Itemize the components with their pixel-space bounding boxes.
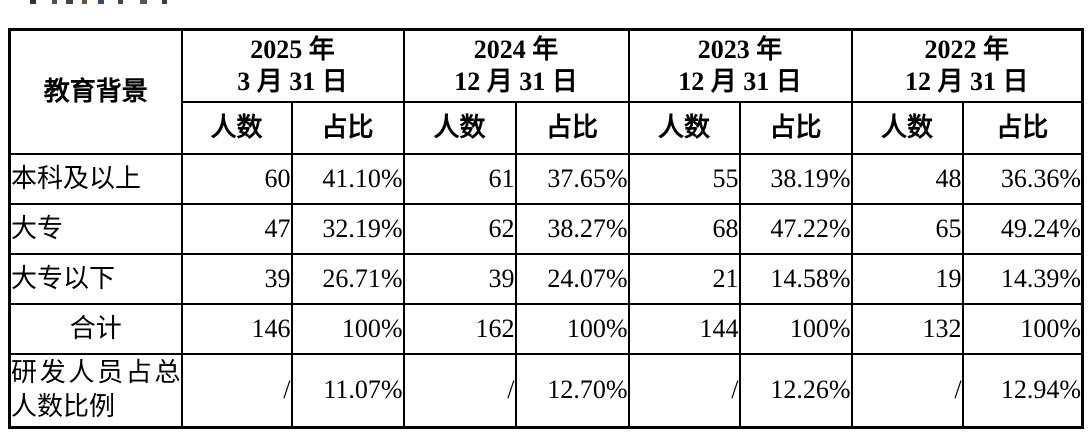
subheader-count: 人数 xyxy=(180,101,293,155)
clipped-text-fragment xyxy=(52,0,57,4)
period-year: 2024 年 xyxy=(473,34,559,64)
cell-count: / xyxy=(402,353,517,428)
cell-count: 55 xyxy=(627,153,741,205)
row-label: 大专 xyxy=(8,203,183,255)
cell-ratio: 11.07% xyxy=(290,353,405,428)
cell-count: 62 xyxy=(402,203,517,255)
cell-count: 68 xyxy=(627,203,741,255)
subheader-ratio: 占比 xyxy=(738,101,853,155)
header-period-2023: 2023 年 12 月 31 日 xyxy=(627,28,853,103)
period-date: 12 月 31 日 xyxy=(678,67,802,96)
subheader-ratio: 占比 xyxy=(514,101,630,155)
cell-count: / xyxy=(627,353,741,428)
cell-count: 162 xyxy=(402,303,517,355)
cell-count: 61 xyxy=(402,153,517,205)
cell-count: 132 xyxy=(850,303,964,355)
cell-ratio: 32.19% xyxy=(290,203,405,255)
table-row-total: 合计 146 100% 162 100% 144 100% 132 100% xyxy=(8,303,1084,355)
header-period-2022: 2022 年 12 月 31 日 xyxy=(850,28,1084,103)
clipped-text-fragment xyxy=(66,0,73,4)
cell-ratio: 100% xyxy=(738,303,853,355)
subheader-count: 人数 xyxy=(850,101,964,155)
cell-count: 47 xyxy=(180,203,293,255)
cell-ratio: 12.70% xyxy=(514,353,630,428)
cell-ratio: 24.07% xyxy=(514,253,630,305)
cell-count: 48 xyxy=(850,153,964,205)
cell-ratio: 100% xyxy=(961,303,1084,355)
period-date: 3 月 31 日 xyxy=(237,67,348,96)
subheader-ratio: 占比 xyxy=(961,101,1084,155)
cell-ratio: 37.65% xyxy=(514,153,630,205)
clipped-text-fragment xyxy=(140,0,147,4)
cell-count: / xyxy=(850,353,964,428)
cell-count: 21 xyxy=(627,253,741,305)
clipped-text-fragment xyxy=(30,0,36,4)
row-label: 合计 xyxy=(8,303,183,355)
cell-count: 146 xyxy=(180,303,293,355)
cell-ratio: 14.58% xyxy=(738,253,853,305)
cell-ratio: 26.71% xyxy=(290,253,405,305)
cell-count: 39 xyxy=(402,253,517,305)
clipped-text-fragment xyxy=(118,0,123,4)
clipped-text-fragment xyxy=(82,0,87,4)
subheader-ratio: 占比 xyxy=(290,101,405,155)
table-row: 本科及以上 60 41.10% 61 37.65% 55 38.19% 48 3… xyxy=(8,153,1084,205)
cell-ratio: 12.94% xyxy=(961,353,1084,428)
row-label: 大专以下 xyxy=(8,253,183,305)
period-year: 2023 年 xyxy=(697,34,783,64)
cell-ratio: 36.36% xyxy=(961,153,1084,205)
header-education-background: 教育背景 xyxy=(8,28,183,155)
table-row: 大专 47 32.19% 62 38.27% 68 47.22% 65 49.2… xyxy=(8,203,1084,255)
cell-ratio: 100% xyxy=(514,303,630,355)
table-row: 大专以下 39 26.71% 39 24.07% 21 14.58% 19 14… xyxy=(8,253,1084,305)
period-year: 2025 年 xyxy=(250,34,335,64)
cell-count: 39 xyxy=(180,253,293,305)
table-row-rd-ratio: 研发人员占总人数比例 / 11.07% / 12.70% / 12.26% / … xyxy=(8,353,1084,428)
subheader-count: 人数 xyxy=(402,101,517,155)
cell-ratio: 14.39% xyxy=(961,253,1084,305)
cell-count: / xyxy=(180,353,293,428)
cell-count: 65 xyxy=(850,203,964,255)
period-date: 12 月 31 日 xyxy=(905,67,1029,96)
education-background-table: 教育背景 2025 年 3 月 31 日 2024 年 12 月 31 日 20… xyxy=(8,28,1084,429)
cell-ratio: 49.24% xyxy=(961,203,1084,255)
period-year: 2022 年 xyxy=(924,34,1010,64)
cell-count: 60 xyxy=(180,153,293,205)
row-label: 本科及以上 xyxy=(8,153,183,205)
clipped-text-fragment xyxy=(98,0,104,4)
cell-ratio: 47.22% xyxy=(738,203,853,255)
cell-count: 144 xyxy=(627,303,741,355)
cell-ratio: 41.10% xyxy=(290,153,405,205)
cell-ratio: 12.26% xyxy=(738,353,853,428)
header-period-2024: 2024 年 12 月 31 日 xyxy=(402,28,630,103)
cell-count: 19 xyxy=(850,253,964,305)
subheader-count: 人数 xyxy=(627,101,741,155)
cell-ratio: 38.19% xyxy=(738,153,853,205)
cell-ratio: 100% xyxy=(290,303,405,355)
header-period-2025: 2025 年 3 月 31 日 xyxy=(180,28,405,103)
cell-ratio: 38.27% xyxy=(514,203,630,255)
row-label: 研发人员占总人数比例 xyxy=(8,353,183,428)
period-date: 12 月 31 日 xyxy=(454,67,578,96)
clipped-text-fragment xyxy=(162,0,167,4)
